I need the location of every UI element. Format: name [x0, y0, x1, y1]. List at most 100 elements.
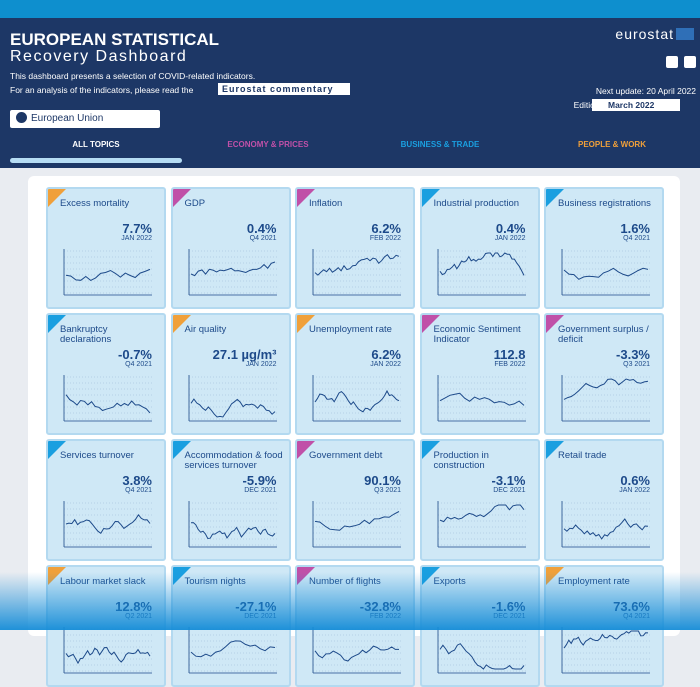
tile-value: 90.1% [364, 473, 401, 488]
next-update: Next update: 20 April 2022 [595, 86, 696, 96]
tile[interactable]: Retail trade 0.6% JAN 2022 [544, 439, 664, 561]
tile-title: Unemployment rate [309, 324, 392, 335]
subtitle: Recovery Dashboard [10, 48, 188, 65]
tile-title: Inflation [309, 198, 343, 209]
tab[interactable]: PEOPLE & WORK [577, 140, 646, 149]
tile-date: Q4 2021 [125, 361, 152, 368]
sparkline [63, 501, 152, 548]
sparkline-line [190, 261, 275, 277]
commentary-button[interactable]: Eurostat commentary [218, 83, 350, 95]
region: European Union [31, 113, 104, 124]
tile-title: Industrial production [433, 198, 520, 209]
topic-corner [297, 189, 315, 207]
top-bar [0, 0, 700, 18]
topic-corner [546, 315, 564, 333]
sparkline [188, 249, 277, 296]
tab[interactable]: ECONOMY & PRICES [227, 140, 309, 149]
tile-title: Bankruptcy declarations [60, 324, 112, 345]
sparkline-line [563, 267, 649, 280]
sparkline [312, 501, 401, 548]
tile-date: Q3 2021 [374, 487, 401, 494]
tile-value: 6.2% [371, 347, 401, 362]
tile[interactable]: Government debt 90.1% Q3 2021 [295, 439, 415, 561]
sparkline-line [439, 504, 524, 523]
sparkline-line [439, 392, 524, 406]
sparkline-line [563, 630, 649, 649]
tile-value: 6.2% [371, 221, 401, 236]
tab[interactable]: ALL TOPICS [72, 140, 120, 149]
tile-value: 3.8% [122, 473, 152, 488]
tile[interactable]: Industrial production 0.4% JAN 2022 [419, 187, 540, 309]
tile-date: JAN 2022 [619, 487, 650, 494]
tile[interactable]: Economic Sentiment Indicator 112.8 FEB 202… [419, 313, 540, 435]
tile-title: GDP [184, 198, 206, 209]
tile-date: Q3 2021 [623, 361, 650, 368]
tile-title: Retail trade [558, 450, 607, 461]
edition-label: Edition: [573, 100, 602, 110]
tile-title: Business registrations [558, 198, 651, 209]
tile-value: 0.4% [495, 221, 526, 236]
sparkline [437, 375, 526, 422]
facebook-icon[interactable] [666, 56, 678, 68]
tab[interactable]: BUSINESS & TRADE [400, 140, 480, 149]
logo-flag [676, 28, 694, 40]
tile[interactable]: GDP 0.4% Q4 2021 [170, 187, 291, 309]
region-select[interactable]: European Union [10, 110, 160, 128]
tile-panel: Excess mortality 7.7% JAN 2022 GDP 0.4% Q4 20… [28, 176, 680, 687]
sparkline-line [563, 378, 649, 400]
tile-title: Production in construction [433, 450, 489, 471]
topic-corner [48, 189, 66, 207]
tile[interactable]: Production in construction -3.1% DEC 2021 [419, 439, 540, 561]
tile[interactable]: Air quality 27.1 µg/m³ JAN 2022 [170, 313, 291, 435]
sparkline-line [439, 643, 524, 670]
twitter-icon[interactable] [684, 56, 696, 68]
title: EUROPEAN STATISTICAL [10, 30, 220, 49]
sparkline-line [314, 253, 400, 276]
sparkline [188, 501, 277, 548]
sparkline-line [314, 511, 400, 531]
tile-date: JAN 2022 [494, 235, 526, 242]
tile[interactable]: Bankruptcy declarations -0.7% Q4 2021 [46, 313, 166, 435]
tile-title: Government surplus / deficit [558, 324, 649, 345]
edition-select[interactable]: March 2022 [592, 99, 680, 111]
tile[interactable]: Inflation 6.2% FEB 2022 [295, 187, 415, 309]
tile[interactable]: Services turnover 3.8% Q4 2021 [46, 439, 166, 561]
tile-date: JAN 2022 [121, 235, 152, 242]
sparkline-line [314, 389, 400, 413]
tab-underline [10, 158, 182, 163]
topic-corner [172, 441, 191, 459]
bottom-fade [0, 572, 700, 630]
tile[interactable]: Excess mortality 7.7% JAN 2022 [46, 187, 166, 309]
tile-date: Q4 2021 [249, 235, 277, 242]
sparkline [63, 375, 152, 422]
tile-date: DEC 2021 [244, 487, 277, 494]
topic-corner [297, 441, 315, 459]
sparkline [561, 627, 650, 674]
tile[interactable]: Accommodation & food services turnover -5… [170, 439, 291, 561]
sparkline-line [65, 513, 151, 535]
tile-date: JAN 2022 [370, 361, 401, 368]
sparkline-line [190, 522, 275, 540]
sparkline [561, 375, 650, 422]
intro: For an analysis of the indicators, pleas… [10, 85, 194, 95]
topic-corner [172, 189, 191, 207]
tile[interactable]: Government surplus / deficit -3.3% Q3 2021 [544, 313, 664, 435]
header: EUROPEAN STATISTICAL Recovery Dashboard … [0, 18, 700, 168]
tile-value: 1.6% [620, 221, 650, 236]
sparkline [63, 627, 152, 674]
sparkline [561, 249, 650, 296]
tile[interactable]: Unemployment rate 6.2% JAN 2022 [295, 313, 415, 435]
tile-value: 0.4% [246, 221, 277, 236]
tile-value: -3.1% [491, 473, 526, 488]
sparkline [561, 501, 650, 548]
sparkline [312, 627, 401, 674]
topic-corner [546, 441, 564, 459]
sparkline [312, 375, 401, 422]
sparkline-line [439, 252, 524, 276]
sparkline [437, 501, 526, 548]
tile-title: Excess mortality [60, 198, 130, 209]
tile[interactable]: Business registrations 1.6% Q4 2021 [544, 187, 664, 309]
tile-date: FEB 2022 [369, 235, 401, 242]
tile-value: -3.3% [616, 347, 650, 362]
